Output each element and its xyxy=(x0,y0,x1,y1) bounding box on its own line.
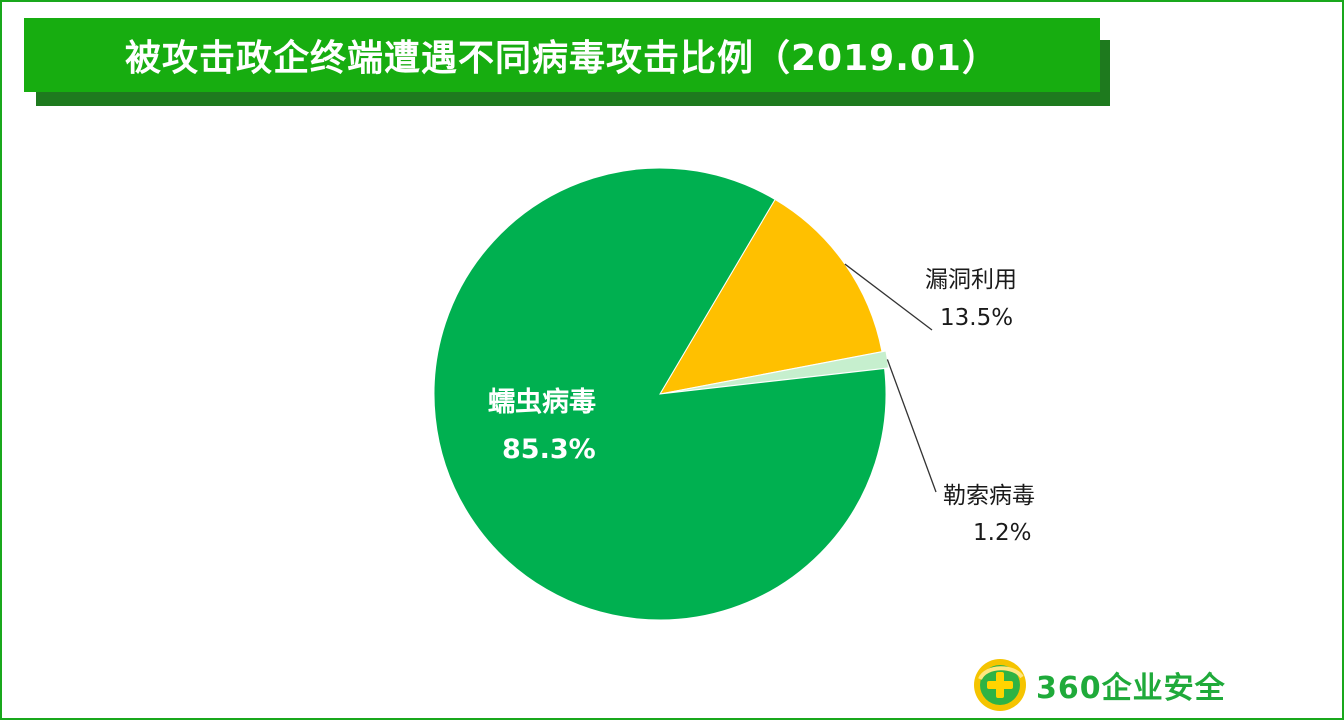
leader-line-exploit xyxy=(844,263,933,331)
brand-logo: 360企业安全 xyxy=(972,657,1226,713)
pie-slice-worm xyxy=(433,167,887,621)
slice-label-ransomware: 勒索病毒 xyxy=(943,483,1035,509)
slice-value-ransomware: 1.2% xyxy=(973,520,1032,546)
360-plus-icon xyxy=(974,659,1026,711)
slice-label-exploit: 漏洞利用 xyxy=(925,267,1017,293)
logo-text: 360企业安全 xyxy=(1036,671,1226,706)
title-bar: 被攻击政企终端遭遇不同病毒攻击比例（2019.01） xyxy=(24,18,1100,92)
slice-value-worm: 85.3% xyxy=(502,434,596,465)
pie-slice-exploit xyxy=(659,198,883,395)
slice-value-exploit: 13.5% xyxy=(940,305,1014,331)
chart-title: 被攻击政企终端遭遇不同病毒攻击比例（2019.01） xyxy=(125,38,999,79)
slice-label-worm: 蠕虫病毒 xyxy=(488,387,596,418)
leader-line-ransomware xyxy=(886,359,937,493)
